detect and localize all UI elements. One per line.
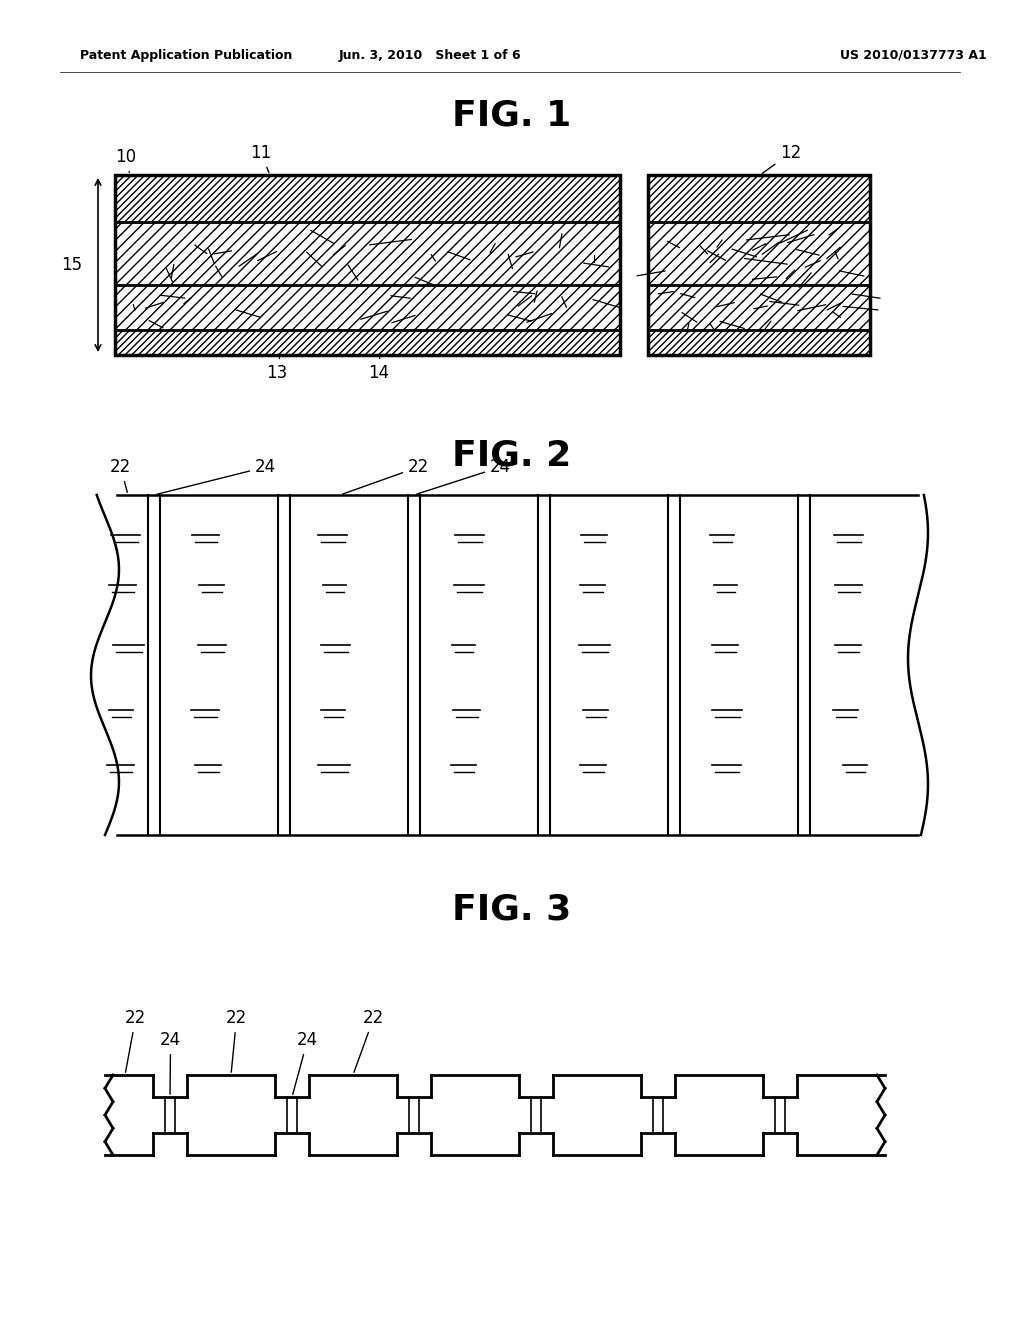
Text: 22: 22: [343, 458, 429, 494]
Text: 11: 11: [250, 144, 271, 173]
Polygon shape: [115, 222, 620, 285]
Text: 15: 15: [60, 256, 82, 275]
Text: FIG. 3: FIG. 3: [453, 894, 571, 927]
Polygon shape: [648, 330, 870, 355]
Text: 12: 12: [762, 144, 801, 173]
Text: 24: 24: [417, 458, 511, 494]
Text: Patent Application Publication: Patent Application Publication: [80, 49, 293, 62]
Polygon shape: [115, 330, 620, 355]
Polygon shape: [648, 285, 870, 330]
Text: Jun. 3, 2010   Sheet 1 of 6: Jun. 3, 2010 Sheet 1 of 6: [339, 49, 521, 62]
Text: US 2010/0137773 A1: US 2010/0137773 A1: [840, 49, 987, 62]
Polygon shape: [648, 222, 870, 285]
Text: 13: 13: [266, 358, 288, 381]
Text: 22: 22: [125, 1008, 146, 1072]
Text: 24: 24: [160, 1031, 181, 1094]
Polygon shape: [115, 285, 620, 330]
Text: 22: 22: [354, 1008, 384, 1072]
Text: FIG. 2: FIG. 2: [453, 438, 571, 473]
Text: 22: 22: [226, 1008, 247, 1072]
Text: 10: 10: [115, 148, 136, 173]
Polygon shape: [115, 176, 620, 222]
Text: 14: 14: [368, 358, 389, 381]
Text: FIG. 1: FIG. 1: [453, 98, 571, 132]
Text: 24: 24: [157, 458, 276, 494]
Text: 22: 22: [110, 458, 131, 492]
Polygon shape: [648, 176, 870, 222]
Text: 24: 24: [293, 1031, 318, 1094]
